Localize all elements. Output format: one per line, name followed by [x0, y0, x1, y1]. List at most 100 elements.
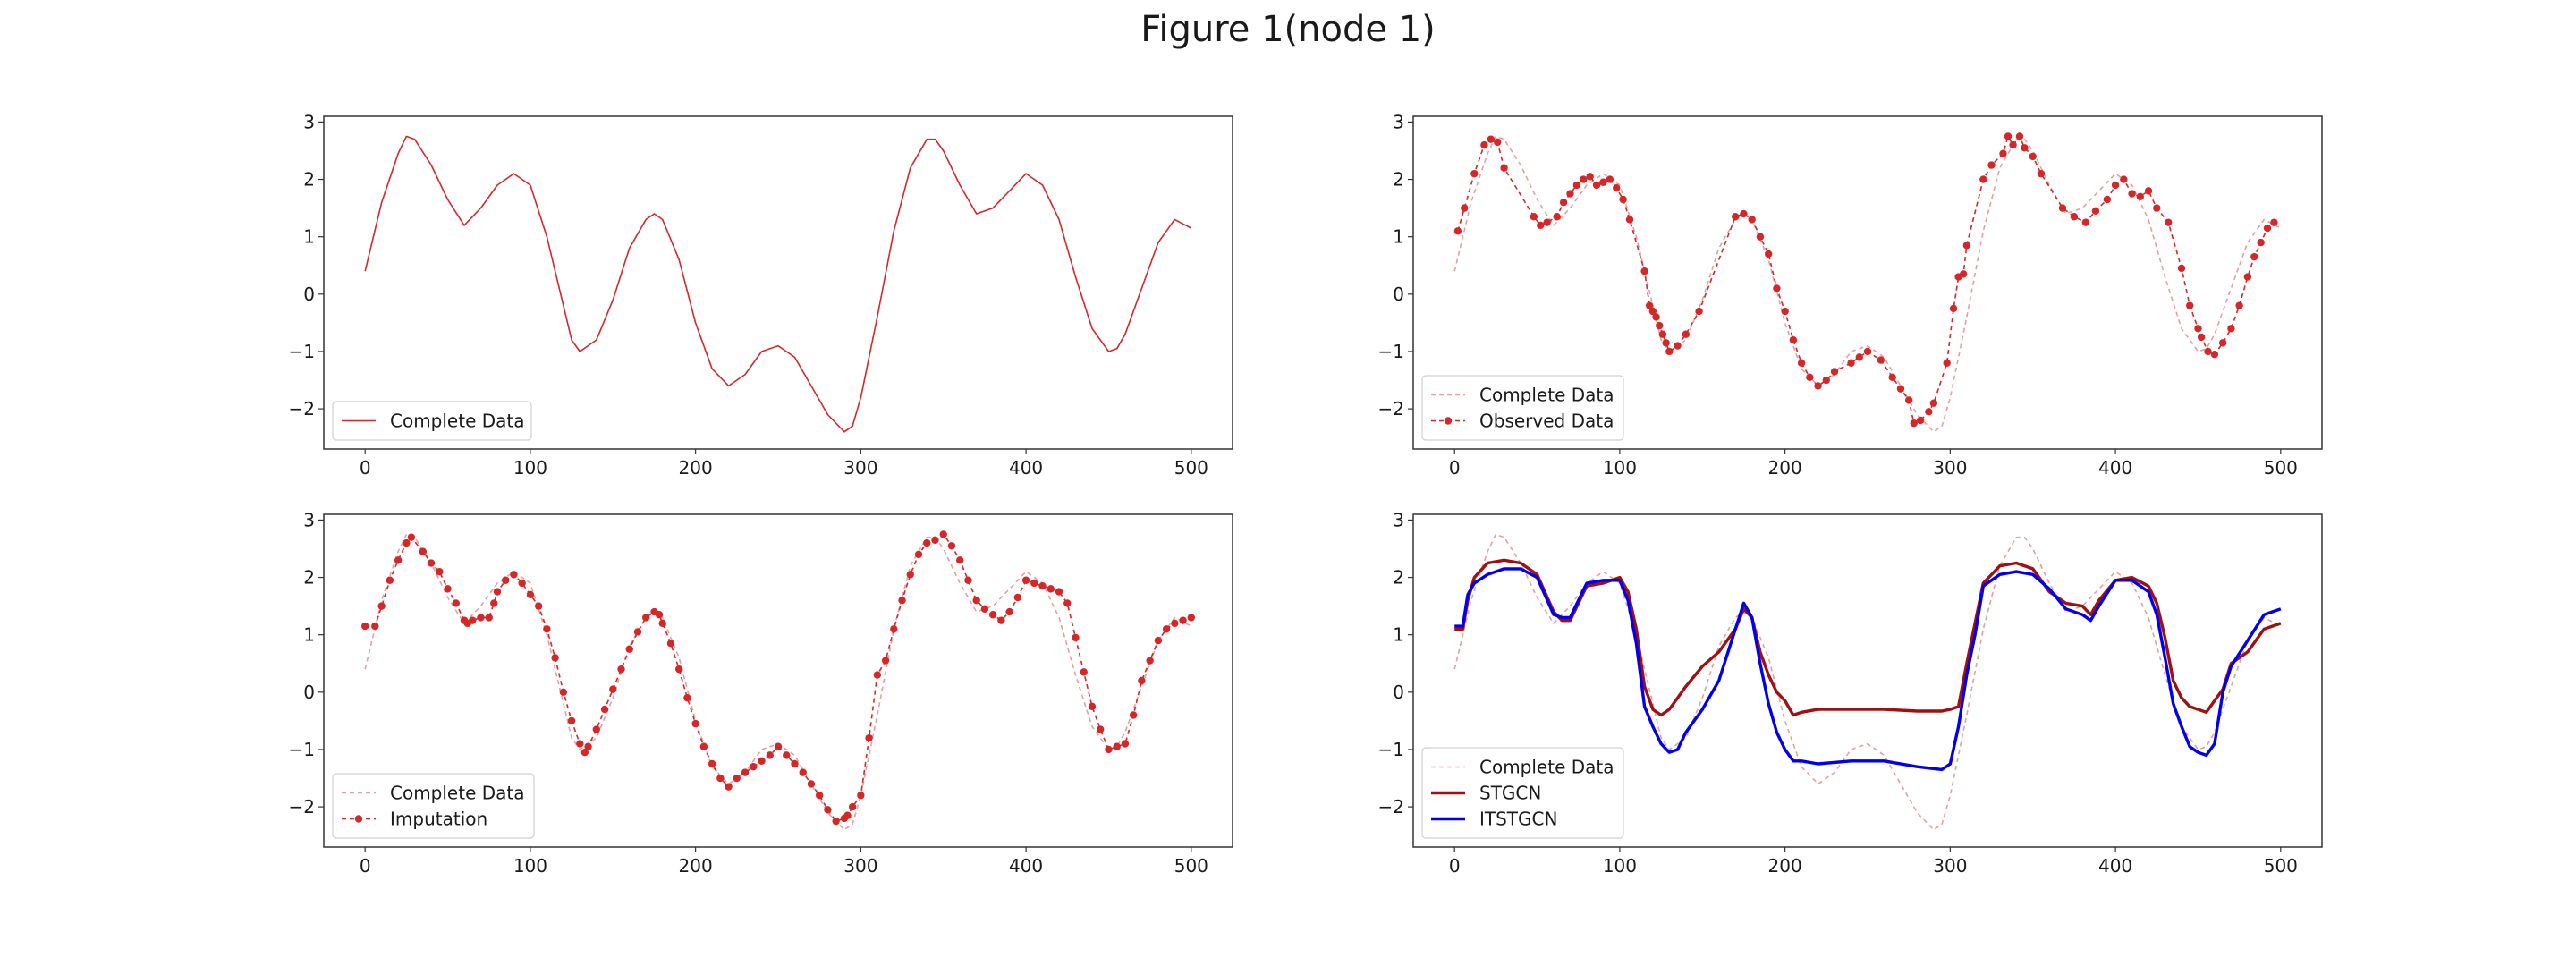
y-tick-label: −1	[1378, 341, 1404, 362]
data-point	[750, 763, 758, 771]
data-point	[617, 665, 625, 674]
data-point	[625, 645, 633, 653]
data-point	[1896, 385, 1905, 393]
data-point	[1625, 216, 1634, 224]
x-tick-label: 300	[843, 855, 877, 877]
data-point	[2165, 218, 2173, 226]
y-tick-label: 3	[303, 111, 315, 132]
data-point	[1470, 169, 1479, 178]
data-point	[1480, 140, 1488, 149]
data-point	[2218, 339, 2227, 347]
legend-box	[332, 773, 535, 839]
figure-title: Figure 1(node 1)	[1140, 9, 1436, 50]
data-point	[1606, 175, 1614, 183]
data-point	[766, 751, 774, 759]
x-tick-label: 200	[679, 457, 713, 479]
data-point	[394, 556, 402, 564]
data-point	[360, 622, 369, 631]
y-tick-label: 2	[1393, 567, 1404, 589]
data-point	[402, 538, 411, 547]
data-point	[1658, 330, 1667, 338]
data-point	[1662, 339, 1670, 347]
data-point	[600, 705, 609, 714]
legend: Complete Data	[332, 401, 532, 441]
data-point	[436, 567, 444, 576]
x-tick-label: 200	[1768, 855, 1802, 877]
legend-label: Complete Data	[1479, 757, 1614, 778]
data-point	[1645, 301, 1654, 309]
data-point	[956, 556, 964, 564]
data-point	[658, 619, 666, 628]
x-tick-label: 0	[360, 457, 371, 479]
data-point	[1005, 607, 1013, 616]
data-point	[1904, 396, 1913, 404]
x-tick-label: 100	[513, 855, 547, 877]
data-point	[2250, 252, 2258, 261]
data-point	[469, 616, 477, 624]
data-point	[2144, 187, 2153, 195]
data-point	[485, 614, 493, 622]
legend-label: Complete Data	[1479, 385, 1614, 406]
data-point	[580, 748, 589, 757]
data-point	[1781, 307, 1789, 316]
data-point	[1789, 335, 1798, 344]
data-point	[609, 685, 617, 693]
x-tick-label: 500	[1174, 457, 1208, 479]
data-point	[843, 811, 852, 819]
data-point	[947, 542, 956, 550]
data-point	[510, 571, 518, 579]
data-point	[2136, 192, 2144, 200]
series-line-itstgcn	[1454, 567, 2282, 772]
data-point	[1453, 227, 1462, 235]
data-point	[1500, 164, 1508, 172]
data-point	[997, 616, 1005, 624]
data-point	[1648, 307, 1657, 316]
data-point	[939, 530, 947, 538]
y-tick-label: 2	[303, 169, 315, 191]
axes-frame	[323, 513, 1233, 848]
data-point	[490, 599, 498, 607]
data-point	[559, 688, 568, 697]
data-point	[477, 614, 485, 622]
data-point	[1487, 135, 1496, 143]
series-line-stgcn	[1454, 558, 2282, 717]
data-point	[1806, 373, 1814, 382]
legend-label: Observed Data	[1479, 411, 1614, 432]
data-point	[1959, 270, 1968, 278]
data-point	[1943, 359, 1951, 367]
data-point	[2103, 195, 2112, 204]
data-point	[1962, 242, 1971, 250]
data-point	[1038, 581, 1046, 590]
data-point	[2128, 190, 2136, 198]
data-point	[1146, 657, 1154, 665]
y-tick-label: 1	[303, 624, 315, 646]
data-point	[2263, 224, 2272, 233]
data-point	[1586, 173, 1594, 181]
data-point	[386, 576, 394, 584]
legend-label: ITSTGCN	[1479, 809, 1557, 830]
data-point	[2197, 333, 2206, 342]
data-point	[655, 611, 664, 619]
data-point	[2015, 132, 2024, 140]
data-point	[1113, 742, 1121, 750]
legend-box	[1421, 375, 1624, 441]
data-point	[2037, 169, 2046, 178]
data-point	[633, 628, 642, 636]
data-point	[1929, 399, 1938, 407]
data-point	[567, 716, 576, 725]
x-tick-label: 400	[2098, 457, 2132, 479]
y-tick-label: 2	[303, 567, 315, 589]
series-line-complete-data	[1453, 135, 2282, 433]
data-point	[1888, 373, 1896, 382]
data-point	[832, 817, 840, 826]
data-point	[988, 611, 997, 619]
data-point	[1979, 175, 1987, 183]
data-point	[2120, 175, 2128, 183]
data-point	[1695, 307, 1703, 316]
data-point	[1097, 725, 1105, 733]
data-point	[1599, 178, 1607, 186]
y-tick-label: 2	[1393, 169, 1404, 191]
axes-frame	[1412, 513, 2323, 848]
data-point	[1154, 636, 1163, 645]
